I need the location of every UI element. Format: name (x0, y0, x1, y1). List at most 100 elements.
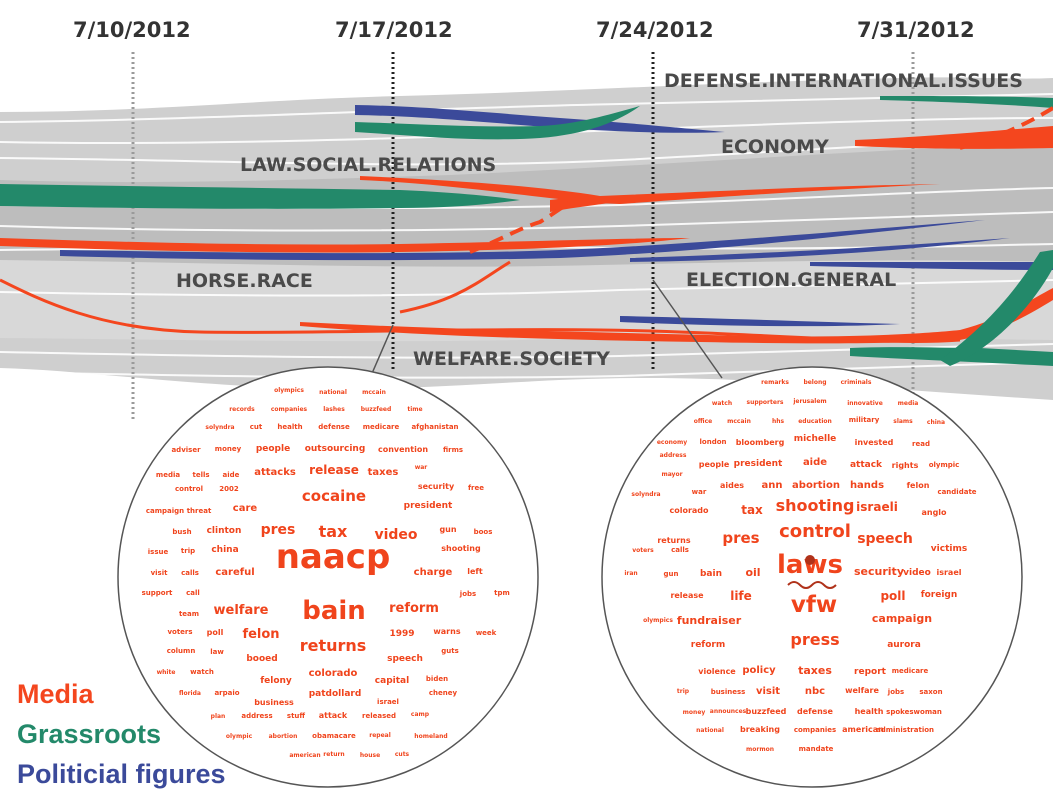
cloud-word: aide (223, 471, 240, 479)
cloud-word: olympic (929, 461, 960, 469)
cloud-word: video (903, 568, 931, 578)
legend-media: Media (17, 679, 94, 709)
cloud-word: campaign (146, 507, 184, 515)
cloud-word: charge (414, 567, 453, 578)
cloud-word: obamacare (312, 732, 356, 740)
cloud-word: criminals (841, 379, 872, 386)
media-dashed-economy (959, 106, 1053, 150)
cloud-word: control (779, 521, 851, 542)
cloud-word: 1999 (389, 629, 414, 639)
cloud-word: olympics (274, 387, 304, 394)
political-ribbon-election-2 (630, 238, 1010, 262)
cloud-word: invested (855, 438, 894, 447)
cloud-word: bain (700, 569, 722, 579)
legend-grassroots: Grassroots (17, 719, 162, 749)
cloud-word: address (660, 452, 687, 459)
legend-political: Politicial figures (17, 759, 226, 789)
cloud-word: mayor (661, 471, 682, 478)
cloud-word: victims (931, 544, 967, 554)
cloud-word: return (323, 751, 344, 758)
date-label-1: 7/10/2012 (73, 18, 191, 42)
cloud-word: cocaine (302, 487, 366, 505)
cloud-word: voters (167, 628, 192, 636)
cloud-word: american (289, 752, 320, 759)
cloud-word: care (233, 503, 258, 514)
topic-label-welfare: WELFARE.SOCIETY (413, 348, 610, 370)
cloud-word: mormon (746, 746, 774, 753)
cloud-word: people (699, 460, 730, 469)
cloud-word: address (241, 712, 272, 720)
topic-labels: DEFENSE.INTERNATIONAL.ISSUES ECONOMY LAW… (176, 70, 1023, 370)
cloud-word: felony (260, 676, 292, 686)
cloud-word: capital (375, 676, 409, 686)
cloud-word: mccain (362, 389, 386, 396)
cloud-word: administration (876, 726, 934, 734)
cloud-word: national (319, 389, 347, 396)
political-ribbon-economy-1 (355, 105, 725, 133)
cloud-word: house (360, 752, 380, 759)
cloud-word: shooting (441, 544, 481, 553)
cloud-word: gun (439, 525, 456, 534)
cloud-word: visit (756, 686, 780, 697)
cloud-word: hhs (772, 418, 785, 425)
cloud-word: economy (657, 439, 687, 446)
cloud-word: breaking (740, 725, 780, 734)
date-label-4: 7/31/2012 (857, 18, 975, 42)
media-ribbon-welfare-curve (399, 260, 511, 314)
cloud-word: london (700, 438, 727, 446)
cloud-word: colorado (309, 668, 358, 679)
cloud-word: israel (936, 568, 961, 577)
gun-highlight (787, 555, 837, 589)
cloud-word: bain (302, 596, 366, 626)
cloud-word: colorado (669, 506, 709, 515)
cloud-word: attacks (254, 467, 296, 478)
cloud-word: support (142, 589, 173, 597)
cloud-word: welfare (845, 686, 879, 695)
cloud-word: cut (250, 423, 263, 431)
cloud-word: speech (857, 531, 913, 547)
cloud-word: arpaio (214, 689, 239, 697)
cloud-word: mandate (799, 745, 834, 753)
cloud-word: gun (664, 570, 679, 578)
grassroots-ribbon-economy (355, 106, 640, 140)
cloud-word: lashes (323, 406, 345, 413)
cloud-word: ann (762, 480, 783, 491)
cloud-word: released (362, 712, 396, 720)
word-cloud-right-circle (601, 366, 1023, 788)
cloud-word: careful (215, 567, 254, 578)
cloud-word: repeal (369, 732, 391, 739)
cloud-word: pres (261, 522, 296, 538)
media-dashed-welfare (469, 194, 586, 254)
cloud-word: companies (271, 406, 308, 413)
political-ribbon-welfare (620, 316, 900, 327)
cloud-word: felon (907, 481, 930, 490)
cloud-word: threat (187, 507, 212, 515)
cloud-word: free (468, 484, 484, 492)
cloud-word: china (211, 545, 238, 555)
cloud-word: aide (803, 457, 827, 468)
cloud-word: people (256, 444, 290, 454)
cloud-word: security (418, 482, 455, 491)
cloud-word: slams (893, 418, 913, 425)
date-labels: 7/10/2012 7/17/2012 7/24/2012 7/31/2012 (73, 18, 975, 42)
cloud-word: naacp (276, 537, 391, 577)
cloud-word: olympics (643, 617, 673, 624)
cloud-word: american (842, 725, 884, 734)
cloud-connector-left (369, 324, 394, 379)
cloud-word: media (156, 471, 180, 479)
date-label-3: 7/24/2012 (596, 18, 714, 42)
cloud-word: plan (211, 713, 226, 720)
cloud-word: taxes (798, 664, 832, 677)
grassroots-ribbon-election (940, 250, 1053, 366)
cloud-word: tax (319, 522, 348, 541)
cloud-word: tpm (494, 589, 510, 597)
cloud-word: education (798, 418, 832, 425)
cloud-word: money (683, 709, 706, 716)
cloud-word: policy (742, 665, 776, 676)
cloud-word: defense (797, 707, 834, 716)
cloud-word: reform (389, 601, 439, 616)
cloud-word: vfw (791, 592, 837, 618)
cloud-word: camp (411, 711, 430, 718)
cloud-word: felon (242, 627, 279, 642)
cloud-word: speech (387, 654, 423, 664)
